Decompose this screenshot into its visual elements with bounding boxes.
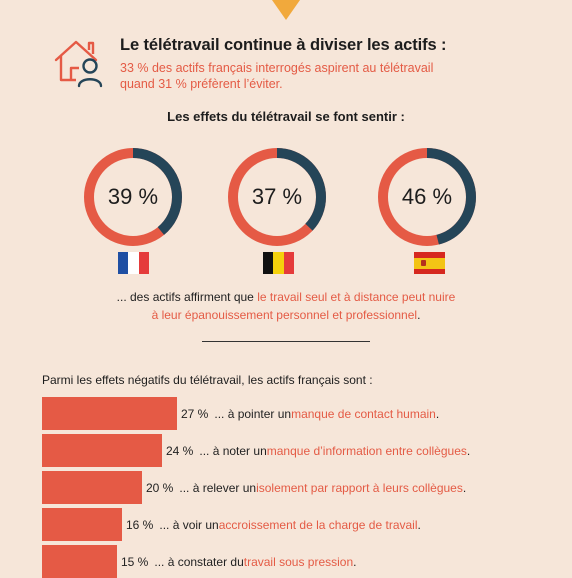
conclusion-text: ... des actifs affirment que le travail … [0, 288, 572, 324]
bar-text-highlight: isolement par rapport à leurs collègues [256, 480, 463, 495]
bar [42, 434, 162, 467]
bar-text-highlight: manque d’information entre collègues [266, 443, 467, 458]
bar-text-suffix: . [353, 554, 357, 569]
spain-flag-icon [414, 252, 445, 274]
house-person-icon [54, 40, 103, 88]
bar [42, 508, 122, 541]
bar-text-highlight: travail sous pression [243, 554, 354, 569]
bar [42, 471, 142, 504]
bar-text-prefix: ... à noter un [199, 443, 267, 458]
bar-label: 24 % ... à noter un manque d’information … [166, 434, 470, 467]
bar-text-prefix: ... à voir un [159, 517, 219, 532]
bar-text-suffix: . [417, 517, 421, 532]
bar-text-suffix: . [435, 406, 440, 421]
donut-value-label: 46 % [401, 184, 453, 209]
france-flag-icon [118, 252, 149, 274]
bar-text-highlight: manque de contact humain [291, 406, 436, 421]
donut-belgium: 37 % [227, 144, 327, 250]
bar-label: 15 % ... à constater du travail sous pres… [121, 545, 356, 578]
header: Le télétravail continue à diviser les ac… [52, 34, 552, 94]
conclusion-prefix: ... des actifs affirment que [116, 290, 258, 304]
subtitle-line-1: 33 % des actifs français interrogés aspi… [120, 61, 434, 75]
donut-value-arc [378, 148, 476, 246]
page-title: Le télétravail continue à diviser les ac… [120, 36, 447, 54]
bar-text-suffix: . [466, 443, 471, 458]
divider [202, 341, 370, 342]
bar-value-label: 15 % [121, 554, 149, 569]
donut-value-label: 39 % [107, 184, 159, 209]
bar-value-label: 20 % [146, 480, 174, 495]
donut-value-label: 37 % [251, 184, 303, 209]
donut-value-arc [228, 148, 326, 246]
conclusion-highlight-2: à leur épanouissement personnel et profe… [151, 308, 418, 322]
bar-label: 27 % ... à pointer un manque de contact h… [181, 397, 439, 430]
bar-text-prefix: ... à constater du [154, 554, 244, 569]
bar-text-prefix: ... à relever un [179, 480, 257, 495]
bar-text-prefix: ... à pointer un [214, 406, 292, 421]
bar-value-label: 16 % [126, 517, 154, 532]
bar-text-suffix: . [462, 480, 467, 495]
bar-label: 16 % ... à voir un accroissement de la ch… [126, 508, 421, 541]
bar-text-highlight: accroissement de la charge de travail [218, 517, 418, 532]
section-title: Les effets du télétravail se font sentir… [167, 109, 405, 124]
subtitle: 33 % des actifs français interrogés aspi… [120, 60, 446, 92]
bar-value-label: 24 % [166, 443, 194, 458]
top-arrow-decoration [272, 0, 300, 20]
bar [42, 545, 117, 578]
negatives-title: Parmi les effets négatifs du télétravail… [42, 373, 373, 387]
belgium-flag-icon [263, 252, 294, 274]
donut-spain: 46 % [377, 144, 477, 250]
donut-france: 39 % [83, 144, 183, 250]
bar-label: 20 % ... à relever un isolement par rappo… [146, 471, 466, 504]
donut-value-arc [84, 148, 182, 246]
subtitle-line-2: quand 31 % préfèrent l’éviter. [120, 77, 283, 91]
bar [42, 397, 177, 430]
conclusion-highlight-1: le travail seul et à distance peut nuire [257, 290, 456, 304]
conclusion-suffix: . [417, 308, 421, 322]
bar-value-label: 27 % [181, 406, 209, 421]
